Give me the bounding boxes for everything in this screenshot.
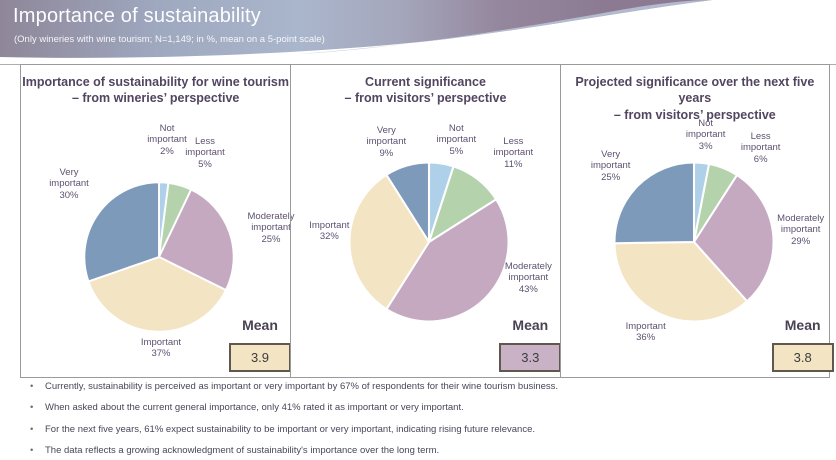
pie-chart: Not important 3% Less important 6% Moderatel… bbox=[561, 65, 829, 377]
pie-slice-label: Moderately important 29% bbox=[777, 213, 825, 247]
pie-slice-label: Less important 5% bbox=[185, 136, 225, 170]
pie-slice bbox=[692, 174, 775, 303]
pie-slice-label: Very important 30% bbox=[49, 167, 89, 201]
pie-slice-label: Moderately important 25% bbox=[247, 211, 295, 245]
chart-title-line1: Current significance bbox=[365, 75, 486, 89]
pie-slice bbox=[385, 198, 510, 323]
insight-bullet: For the next five years, 61% expect sust… bbox=[28, 424, 558, 436]
pie-slice-label: Very important 9% bbox=[366, 125, 407, 159]
chart-panel-wineries: Importance of sustainability for wine to… bbox=[21, 65, 295, 377]
pie-slice bbox=[158, 188, 235, 292]
chart-title-line2: – from visitors’ perspective bbox=[613, 107, 776, 122]
pie-graphic bbox=[348, 161, 510, 323]
chart-title: Current significance – from visitors’ pe… bbox=[291, 65, 559, 107]
pie-slice bbox=[348, 173, 431, 311]
insight-bullet: Currently, sustainability is perceived a… bbox=[28, 381, 558, 393]
charts-container: Importance of sustainability for wine to… bbox=[20, 64, 834, 378]
mean-value-box: 3.3 bbox=[499, 343, 562, 372]
chart-title: Projected significance over the next fiv… bbox=[561, 65, 829, 123]
pie-slice bbox=[613, 161, 695, 245]
mean-value-box: 3.9 bbox=[229, 343, 291, 372]
chart-title-line1: Importance of sustainability for wine to… bbox=[22, 75, 290, 89]
chart-panel-projected: Projected significance over the next fiv… bbox=[559, 65, 834, 377]
pie-slice-label: Not important 3% bbox=[685, 118, 726, 152]
chart-title: Importance of sustainability for wine to… bbox=[21, 65, 290, 107]
page-title: Importance of sustainability bbox=[13, 5, 261, 27]
chart-title-line2: – from visitors’ perspective bbox=[344, 91, 507, 106]
insight-bullet: When asked about the current general imp… bbox=[28, 402, 558, 414]
mean-label: Mean bbox=[242, 317, 278, 333]
pie-chart: Not important 5% Less important 11% Moderate… bbox=[291, 65, 559, 377]
insight-bullet: The data reflects a growing acknowledgme… bbox=[28, 445, 558, 457]
pie-slice bbox=[87, 256, 227, 333]
header-swoosh-shape bbox=[0, 0, 712, 58]
pie-slice-label: Less important 11% bbox=[493, 136, 534, 170]
mean-value-box: 3.8 bbox=[771, 343, 834, 372]
pie-slice-label: Not important 5% bbox=[436, 123, 477, 157]
pie-slice-label: Important 36% bbox=[625, 321, 666, 344]
header-banner bbox=[0, 0, 712, 58]
pie-slice-label: Moderately important 43% bbox=[504, 261, 552, 295]
pie-slice bbox=[613, 240, 748, 323]
pie-slice-label: Important 37% bbox=[140, 337, 182, 360]
header-swoosh-highlight bbox=[300, 0, 712, 54]
pie-slice-label: Very important 25% bbox=[590, 149, 631, 183]
page-subtitle: (Only wineries with wine tourism; N=1,14… bbox=[14, 34, 325, 45]
pie-slice-label: Important 32% bbox=[309, 220, 350, 243]
pie-graphic bbox=[83, 181, 235, 333]
pie-slice bbox=[83, 181, 160, 283]
pie-chart: Not important 2% Less important 5% Moderatel… bbox=[21, 65, 294, 377]
pie-slice-label: Less important 6% bbox=[740, 131, 781, 165]
pie-slice-label: Not important 2% bbox=[147, 123, 187, 157]
chart-title-line1: Projected significance over the next fiv… bbox=[575, 75, 815, 106]
chart-title-line2: – from wineries’ perspective bbox=[71, 91, 240, 106]
mean-label: Mean bbox=[512, 317, 549, 333]
insights-list: Currently, sustainability is perceived a… bbox=[28, 381, 558, 460]
chart-panel-current: Current significance – from visitors’ pe… bbox=[290, 65, 562, 377]
pie-graphic bbox=[613, 161, 775, 323]
pie-slice bbox=[385, 161, 431, 244]
mean-label: Mean bbox=[784, 317, 821, 333]
